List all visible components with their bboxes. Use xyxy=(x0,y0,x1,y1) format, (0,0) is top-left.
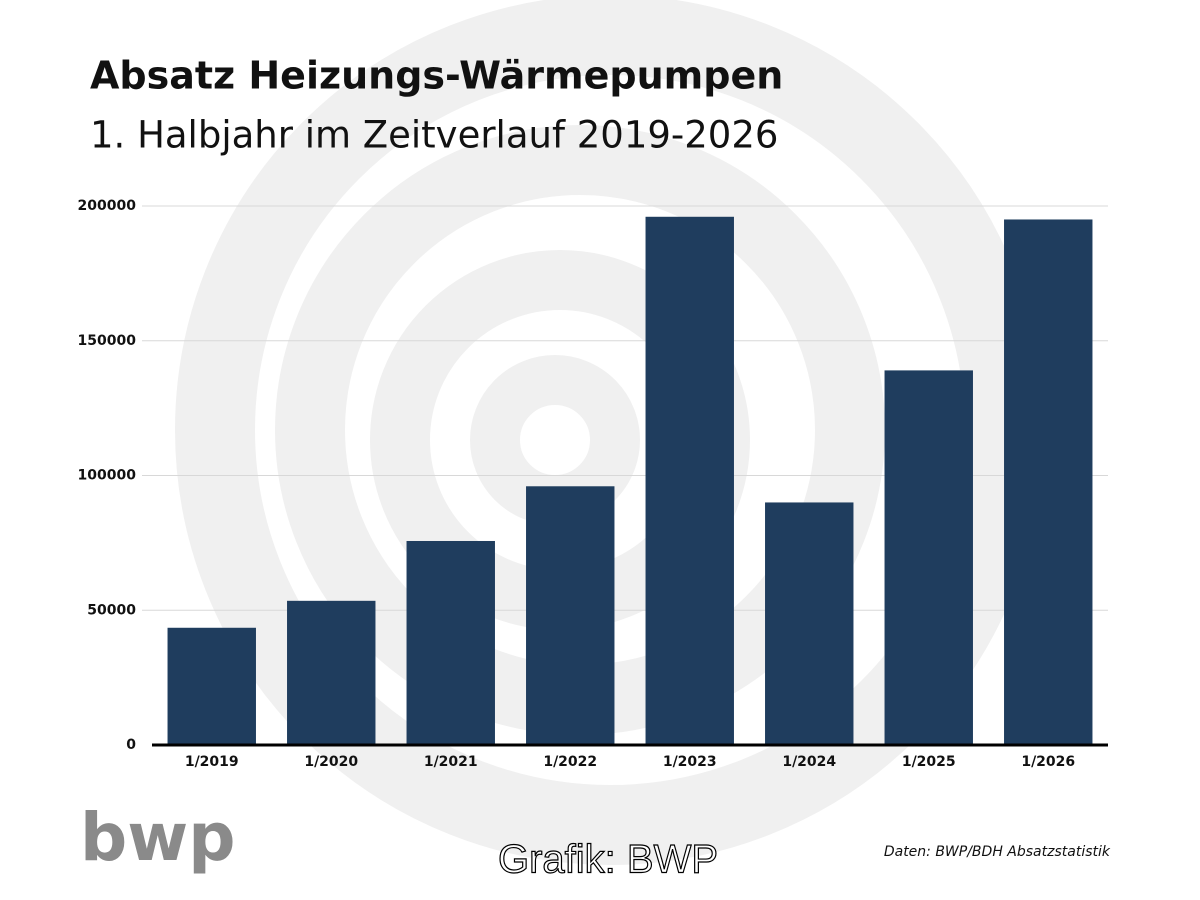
bar xyxy=(1004,219,1093,746)
bar xyxy=(884,370,973,745)
bar xyxy=(406,540,495,745)
chart-title: Absatz Heizungs-Wärmepumpen xyxy=(90,54,783,98)
bar xyxy=(765,502,854,745)
x-tick-label: 1/2020 xyxy=(304,754,358,770)
y-tick-label: 50000 xyxy=(87,602,136,618)
y-tick-label: 0 xyxy=(126,737,136,753)
chart-subtitle: 1. Halbjahr im Zeitverlauf 2019-2026 xyxy=(90,114,778,157)
logo: bwp xyxy=(80,799,235,876)
x-tick-label: 1/2022 xyxy=(543,754,597,770)
credit: Grafik: BWP xyxy=(498,838,718,882)
x-tick-label: 1/2025 xyxy=(902,754,956,770)
source: Daten: BWP/BDH Absatzstatistik xyxy=(884,844,1111,860)
bar xyxy=(287,600,376,745)
bar xyxy=(645,216,734,745)
bar xyxy=(526,486,615,745)
x-tick-label: 1/2024 xyxy=(782,754,836,770)
y-tick-label: 200000 xyxy=(78,198,137,214)
y-tick-label: 100000 xyxy=(78,468,137,484)
x-tick-label: 1/2021 xyxy=(424,754,478,770)
spiral-ring xyxy=(470,355,640,525)
x-tick-label: 1/2026 xyxy=(1021,754,1075,770)
x-tick-label: 1/2019 xyxy=(185,754,239,770)
y-tick-label: 150000 xyxy=(78,333,137,349)
x-tick-label: 1/2023 xyxy=(663,754,717,770)
bar xyxy=(167,627,256,745)
